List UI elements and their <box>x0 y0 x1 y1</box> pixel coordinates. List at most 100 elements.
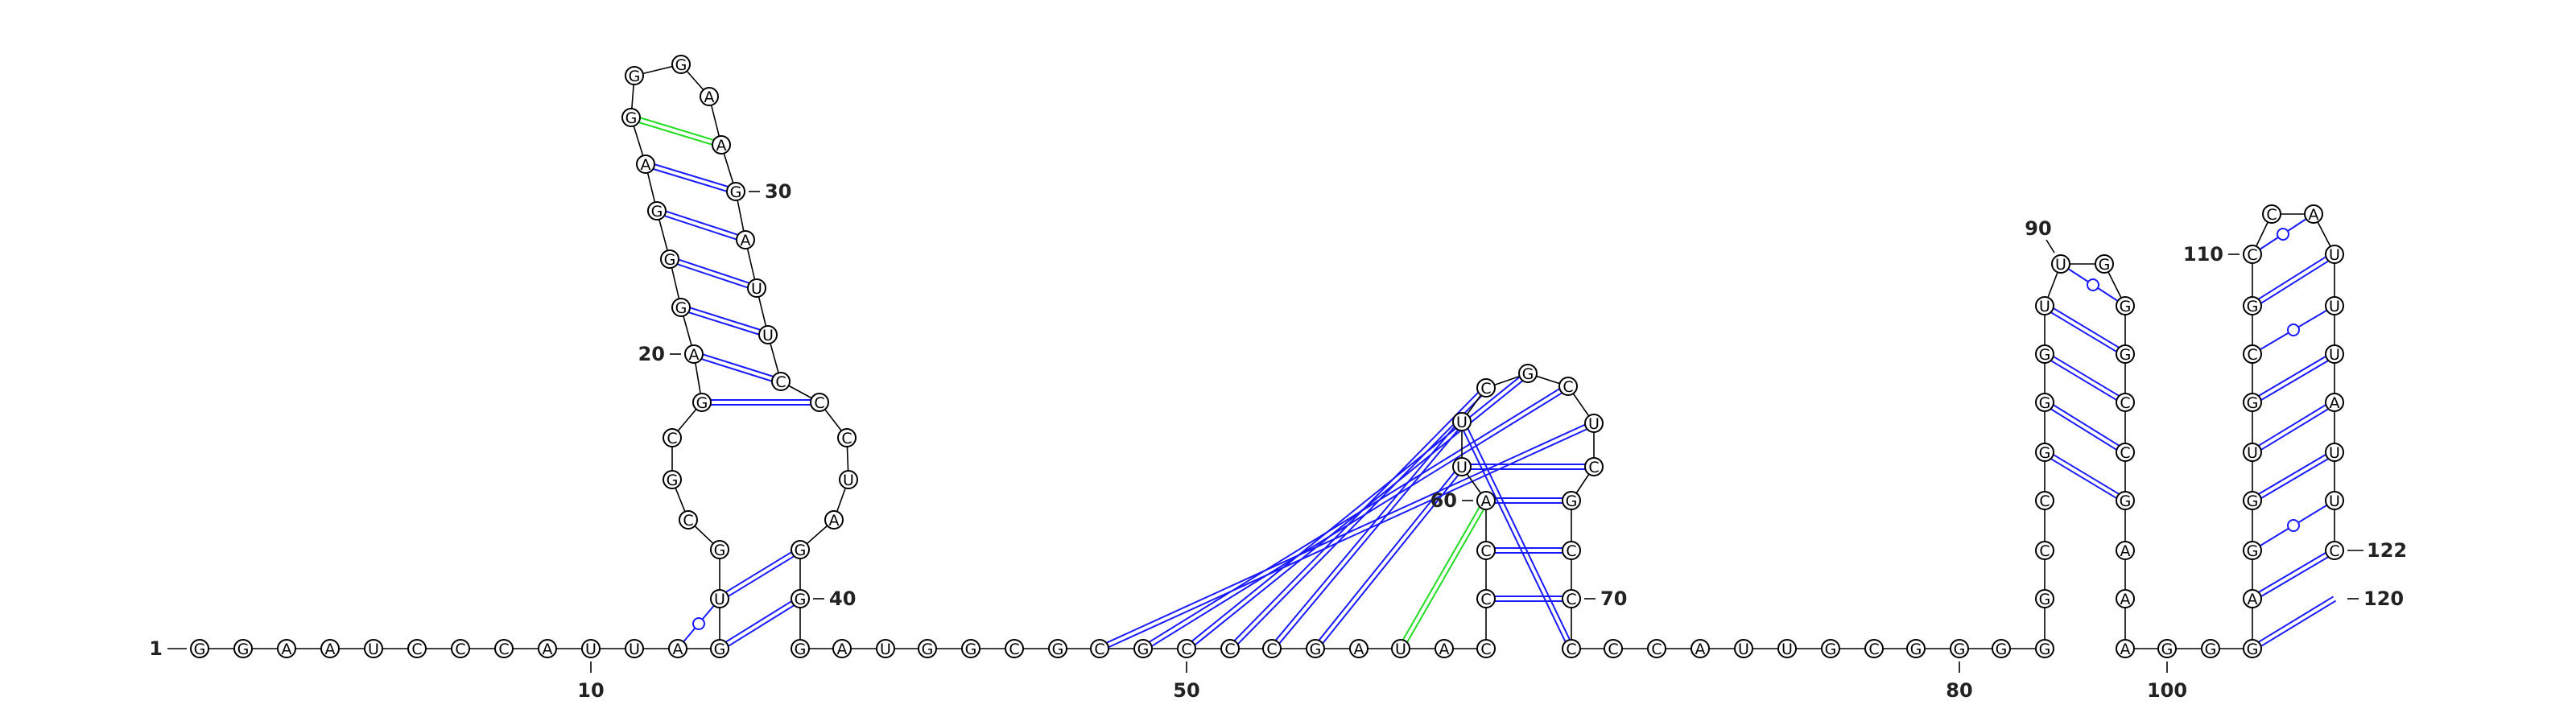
nucleotide-circle <box>647 201 667 220</box>
nucleotide-13: G <box>710 639 729 658</box>
nucleotide-letter: G <box>194 641 206 658</box>
index-label-40: 40 <box>813 587 856 610</box>
nucleotide-letter: A <box>1695 641 1706 658</box>
nucleotide-letter: C <box>1224 641 1235 658</box>
sequence-start-label: 1 <box>149 637 163 660</box>
nucleotide-87: G <box>2035 393 2054 412</box>
base-pair-25-29 <box>630 114 723 148</box>
nucleotide-letter: C <box>683 512 693 530</box>
nucleotide-112: A <box>2304 204 2323 224</box>
nucleotide-circle <box>758 325 778 344</box>
index-label-text: 10 <box>577 679 604 702</box>
nucleotide-circle <box>2325 491 2344 510</box>
nucleotide-circle <box>668 639 687 658</box>
nucleotide-29: A <box>712 135 731 155</box>
nucleotide-letter: G <box>625 109 638 127</box>
nucleotide-circle <box>2243 589 2262 608</box>
nucleotide-71: C <box>1562 639 1581 658</box>
nucleotide-101: G <box>2201 639 2220 658</box>
nucleotide-73: C <box>1647 639 1666 658</box>
index-label-text: 60 <box>1430 489 1457 512</box>
index-label-60: 60 <box>1430 489 1473 512</box>
base-pair-53-61 <box>1312 464 1465 651</box>
nucleotide-circle <box>2325 541 2344 560</box>
base-pair-24-30 <box>644 161 737 195</box>
nucleotide-1: G <box>190 639 209 658</box>
nucleotide-118: U <box>2325 491 2344 510</box>
nucleotide-30: G <box>726 182 745 201</box>
nucleotide-circle <box>710 589 729 608</box>
nucleotide-23: G <box>647 201 667 220</box>
base-pair-108-114 <box>2252 305 2335 355</box>
nucleotide-27: G <box>671 55 691 74</box>
nucleotide-circle <box>2116 639 2135 658</box>
nucleotide-circle <box>824 510 844 530</box>
nucleotide-letter: U <box>1588 415 1600 433</box>
nucleotide-letter: C <box>1563 378 1573 396</box>
nucleotide-circle <box>692 393 712 412</box>
nucleotide-108: C <box>2243 344 2262 364</box>
nucleotide-circle <box>747 278 766 298</box>
nucleotide-circle <box>1777 639 1797 658</box>
nucleotide-92: G <box>2116 296 2135 315</box>
nucleotide-94: C <box>2116 393 2135 412</box>
nucleotide-52: C <box>1262 639 1282 658</box>
index-label-text: 20 <box>638 343 665 365</box>
nucleotide-103: A <box>2243 589 2262 608</box>
nucleotide-letter: A <box>2120 641 2131 658</box>
nucleotide-letter: C <box>2120 394 2130 412</box>
nucleotide-letter: G <box>2039 394 2051 412</box>
nucleotide-38: A <box>824 510 844 530</box>
index-label-text: 50 <box>1173 679 1199 702</box>
nucleotide-105: G <box>2243 491 2262 510</box>
base-pair-20-34 <box>692 351 782 385</box>
base-pair-12-14 <box>677 598 720 649</box>
nucleotide-circle <box>663 470 682 489</box>
nucleotide-circle <box>2325 296 2344 315</box>
nucleotide-letter: C <box>2039 493 2050 510</box>
base-pair-59-69 <box>1486 547 1571 554</box>
nucleotide-110: C <box>2243 245 2262 264</box>
nucleotide-circle <box>1133 639 1153 658</box>
nucleotide-circle <box>2035 639 2054 658</box>
nucleotide-circle <box>2116 443 2135 462</box>
nucleotide-circle <box>663 428 682 447</box>
nucleotide-circle <box>710 639 729 658</box>
nucleotide-circle <box>2201 639 2220 658</box>
nucleotide-letter: A <box>1354 641 1364 658</box>
nucleotide-circle <box>791 639 810 658</box>
base-pair-21-33 <box>679 304 770 338</box>
nucleotide-97: A <box>2116 541 2135 560</box>
nucleotide-letter: G <box>1137 641 1150 658</box>
backbone-layer <box>200 64 2335 649</box>
nucleotide-letter: G <box>714 641 726 658</box>
nucleotide-107: G <box>2243 393 2262 412</box>
nucleotide-letter: G <box>2120 493 2132 510</box>
nucleotide-circle <box>1452 457 1472 476</box>
nucleotide-57: C <box>1476 639 1496 658</box>
index-label-30: 30 <box>749 180 791 203</box>
nucleotide-letter: U <box>629 641 640 658</box>
nucleotide-76: U <box>1777 639 1797 658</box>
nucleotide-letter: A <box>673 641 683 658</box>
nucleotide-letter: G <box>237 641 250 658</box>
nucleotide-40: G <box>791 589 810 608</box>
index-label-100: 100 <box>2147 661 2187 702</box>
nucleotide-circle <box>1476 589 1496 608</box>
nucleotide-circle <box>671 298 691 317</box>
nucleotide-circle <box>625 66 644 85</box>
nucleotide-circle <box>2243 296 2262 315</box>
nucleotide-61: U <box>1452 457 1472 476</box>
nucleotide-circle <box>581 639 601 658</box>
nucleotide-letter: G <box>2247 493 2259 510</box>
nucleotide-circle <box>2035 344 2054 364</box>
nucleotide-letter: C <box>1266 641 1277 658</box>
nucleotide-letter: G <box>730 183 742 201</box>
nucleotide-circle <box>1518 364 1538 383</box>
base-pair-60-68 <box>1486 497 1571 504</box>
nucleotide-letter: G <box>1825 641 1837 658</box>
nucleotide-circle <box>712 135 731 155</box>
base-pair-104-118 <box>2252 500 2335 551</box>
nucleotide-letter: U <box>880 641 891 658</box>
nucleotide-59: C <box>1476 541 1496 560</box>
